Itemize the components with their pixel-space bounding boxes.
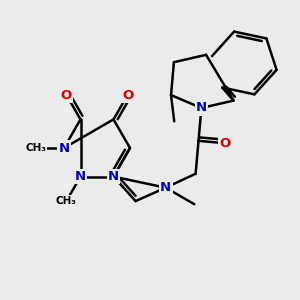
Text: N: N <box>160 181 171 194</box>
Text: N: N <box>196 101 207 115</box>
Text: N: N <box>75 170 86 183</box>
Text: O: O <box>219 137 230 150</box>
Text: N: N <box>108 170 119 183</box>
Text: CH₃: CH₃ <box>56 196 77 206</box>
Text: N: N <box>58 142 70 154</box>
Text: CH₃: CH₃ <box>26 143 46 153</box>
Text: O: O <box>122 88 133 102</box>
Text: O: O <box>61 88 72 102</box>
